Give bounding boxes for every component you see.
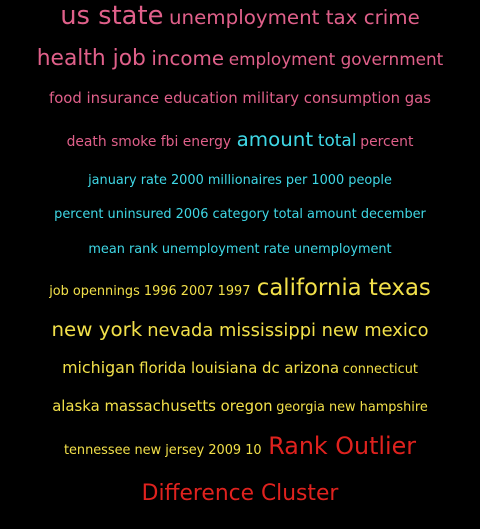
cloud-word: employment government bbox=[228, 49, 444, 69]
cloud-word: nevada mississippi new mexico bbox=[147, 320, 429, 341]
cloud-word: Difference Cluster bbox=[141, 481, 339, 506]
cloud-word: Rank Outlier bbox=[268, 432, 417, 460]
cloud-line: january rate 2000 millionaires per 1000 … bbox=[0, 171, 480, 188]
cloud-line: health job income employment government bbox=[0, 48, 480, 70]
cloud-line: us state unemployment tax crime bbox=[0, 1, 480, 31]
cloud-word: total bbox=[317, 130, 357, 150]
cloud-line: job opennings 1996 2007 1997 california t… bbox=[0, 277, 480, 300]
cloud-word: percent uninsured 2006 category total am… bbox=[54, 207, 426, 222]
cloud-word: new york bbox=[51, 318, 143, 341]
cloud-word: tennessee new jersey 2009 10 bbox=[63, 443, 262, 458]
cloud-word: health job bbox=[36, 46, 146, 71]
cloud-line: tennessee new jersey 2009 10 Rank Outlier bbox=[0, 432, 480, 460]
cloud-line: new york nevada mississippi new mexico bbox=[0, 320, 480, 340]
cloud-line: Difference Cluster bbox=[0, 483, 480, 505]
cloud-line: alaska massachusetts oregon georgia new h… bbox=[0, 398, 480, 415]
cloud-word: percent bbox=[360, 134, 414, 150]
cloud-word: connecticut bbox=[342, 362, 418, 377]
cloud-line: percent uninsured 2006 category total am… bbox=[0, 205, 480, 222]
cloud-line: food insurance education military consum… bbox=[0, 90, 480, 106]
cloud-word: us state bbox=[60, 1, 164, 31]
cloud-word: food insurance education military consum… bbox=[48, 89, 432, 107]
cloud-word: amount bbox=[236, 128, 314, 151]
cloud-word: georgia new hampshire bbox=[276, 400, 428, 415]
cloud-line: michigan florida louisiana dc arizona conn… bbox=[0, 360, 480, 377]
cloud-line: mean rank unemployment rate unemployment bbox=[0, 240, 480, 257]
cloud-word: michigan bbox=[62, 358, 135, 377]
cloud-word: january rate 2000 millionaires per 1000 … bbox=[88, 173, 392, 188]
cloud-word: unemployment tax crime bbox=[168, 6, 420, 29]
cloud-line: death smoke fbi energy amount total percent bbox=[0, 130, 480, 150]
cloud-word: alaska massachusetts oregon bbox=[52, 397, 273, 415]
cloud-word: death smoke fbi energy bbox=[66, 134, 232, 150]
cloud-word: florida louisiana dc arizona bbox=[139, 359, 340, 377]
cloud-word: income bbox=[151, 47, 225, 70]
cloud-word: job opennings 1996 2007 1997 bbox=[49, 284, 251, 299]
cloud-word: mean rank unemployment rate unemployment bbox=[88, 242, 392, 257]
cloud-word: california texas bbox=[256, 275, 431, 301]
